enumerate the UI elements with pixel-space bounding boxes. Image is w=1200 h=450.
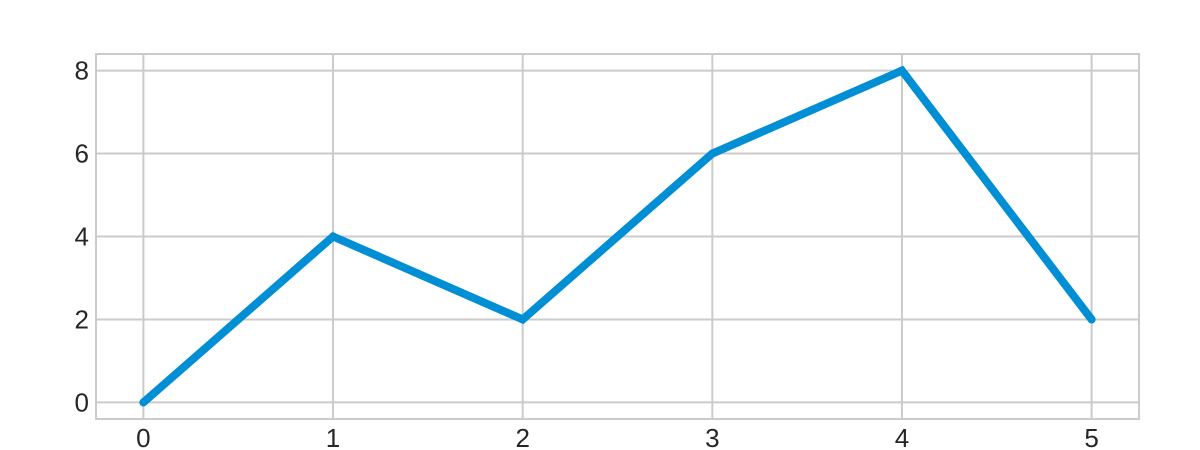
data-point bbox=[708, 149, 717, 158]
y-tick-label: 2 bbox=[75, 304, 89, 334]
y-tick-label: 6 bbox=[75, 139, 89, 169]
plot-frame bbox=[95, 53, 1140, 420]
x-tick-label: 5 bbox=[1084, 423, 1098, 450]
series-layer bbox=[139, 65, 1096, 407]
y-tick-label: 0 bbox=[75, 387, 89, 417]
x-tick-label: 0 bbox=[136, 423, 150, 450]
y-tick-label: 8 bbox=[75, 56, 89, 86]
series-line-0 bbox=[139, 65, 1096, 407]
data-point bbox=[518, 315, 527, 324]
x-axis-ticks: 0 1 2 3 4 5 bbox=[136, 423, 1099, 450]
x-tick-label: 2 bbox=[515, 423, 529, 450]
x-tick-label: 3 bbox=[705, 423, 719, 450]
data-point bbox=[139, 398, 148, 407]
y-axis-ticks: 0 2 4 6 8 bbox=[75, 56, 89, 418]
x-tick-label: 1 bbox=[326, 423, 340, 450]
y-tick-label: 4 bbox=[75, 222, 89, 252]
data-point bbox=[1087, 315, 1096, 324]
x-tick-label: 4 bbox=[895, 423, 909, 450]
data-point bbox=[329, 232, 338, 241]
data-point bbox=[897, 66, 906, 75]
